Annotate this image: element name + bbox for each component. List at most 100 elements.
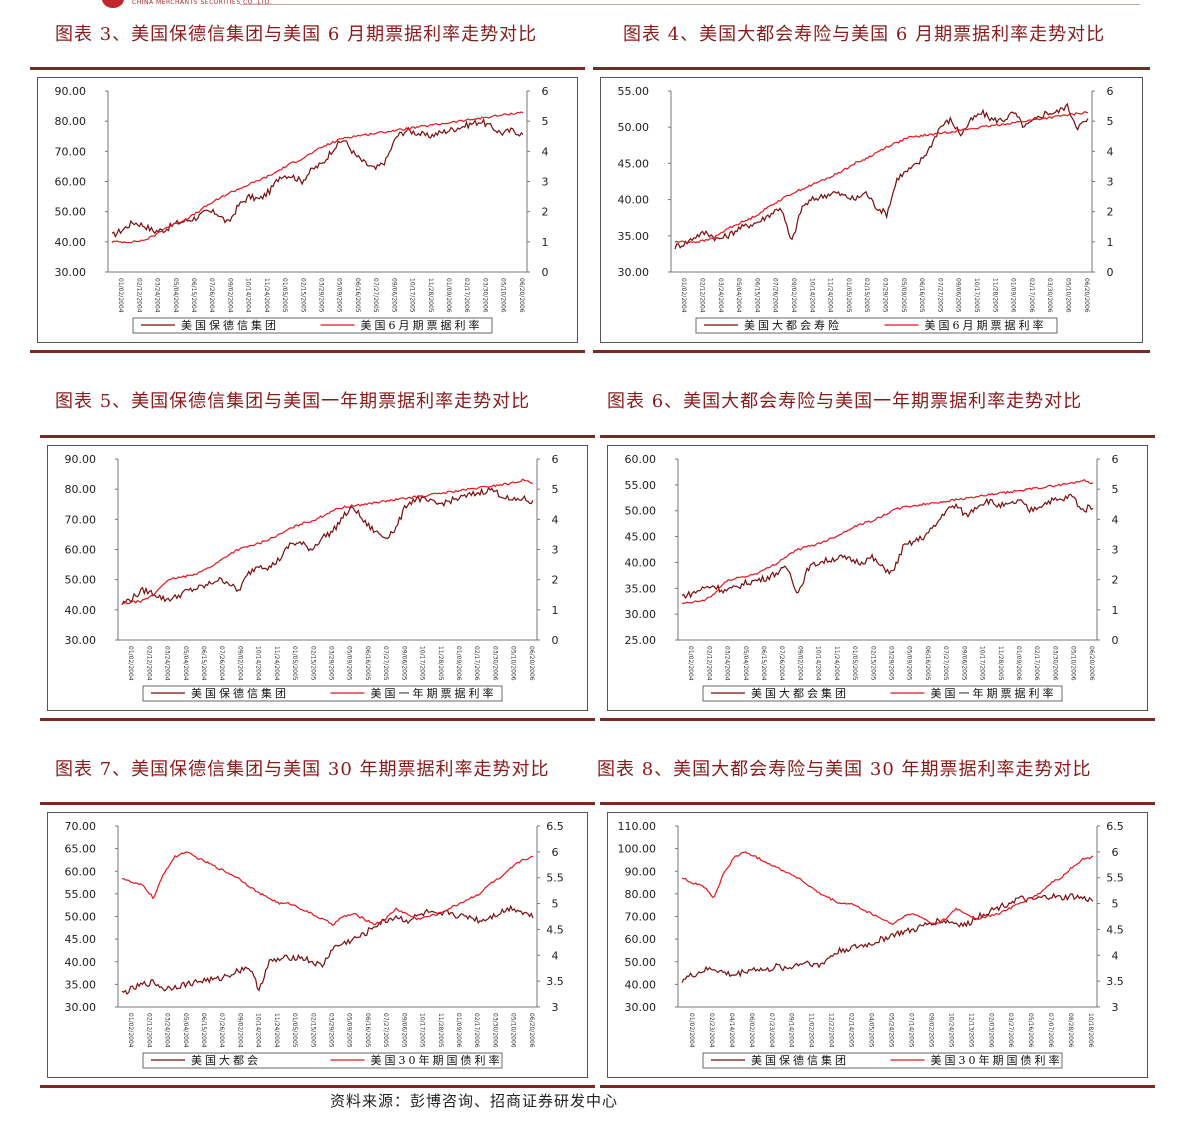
- left-tick-label: 30.00: [625, 1001, 657, 1014]
- x-tick-label: 12/13/2005: [967, 1013, 974, 1048]
- right-tick-label: 4: [552, 949, 559, 962]
- x-tick-label: 02/17/2006: [1033, 646, 1040, 681]
- x-tick-label: 02/12/2004: [698, 278, 705, 313]
- x-tick-label: 02/15/2005: [869, 646, 876, 681]
- x-tick-label: 06/15/2004: [753, 278, 760, 313]
- chart-frame: 30.00 40.00 50.00 60.00 70.00 80.00 90.00 0 1 2 3 4…: [40, 435, 595, 721]
- right-tick-label: 1: [542, 236, 549, 249]
- left-tick-label: 60.00: [625, 453, 657, 466]
- x-tick-label: 03/30/2006: [1051, 646, 1058, 681]
- right-tick-label: 0: [1107, 266, 1114, 279]
- x-tick-label: 01/02/2004: [127, 646, 134, 681]
- right-tick-label: 3: [1107, 176, 1114, 189]
- left-tick-label: 45.00: [618, 157, 650, 170]
- x-tick-label: 05/04/2004: [182, 1013, 189, 1048]
- x-tick-label: 11/28/2005: [997, 646, 1004, 681]
- x-tick-label: 10/24/2005: [947, 1013, 954, 1048]
- left-tick-label: 70.00: [625, 911, 657, 924]
- x-tick-label: 10/14/2004: [255, 1013, 262, 1048]
- legend-label: 美国保德信集团: [191, 686, 289, 700]
- x-tick-label: 03/30/2006: [491, 1013, 498, 1048]
- x-tick-label: 10/17/2005: [419, 646, 426, 681]
- left-tick-label: 35.00: [618, 230, 650, 243]
- right-tick-label: 5: [1107, 115, 1114, 128]
- right-tick-label: 6: [552, 453, 559, 466]
- figure-title: 图表 3、美国保德信集团与美国 6 月期票据利率走势对比: [55, 24, 538, 45]
- x-tick-label: 06/20/2006: [528, 1013, 535, 1048]
- left-tick-label: 30.00: [625, 608, 657, 621]
- x-tick-label: 11/28/2005: [991, 278, 998, 313]
- chart-frame: 30.00 35.00 40.00 45.00 50.00 55.00 60.00 65.00…: [40, 802, 595, 1088]
- x-tick-label: 03/29/2005: [318, 278, 325, 313]
- x-tick-label: 11/28/2005: [427, 278, 434, 313]
- x-tick-label: 05/04/2004: [182, 646, 189, 681]
- legend-label: 美国一年期票据利率: [931, 686, 1057, 700]
- x-tick-label: 10/17/2005: [419, 1013, 426, 1048]
- x-tick-label: 07/26/2004: [772, 278, 779, 313]
- right-tick-label: 6: [542, 85, 549, 98]
- left-tick-label: 40.00: [65, 956, 97, 969]
- x-tick-label: 11/28/2005: [437, 1013, 444, 1048]
- right-tick-label: 5.5: [546, 872, 564, 885]
- legend-label: 美国保德信集团: [181, 318, 279, 332]
- x-tick-label: 05/04/2004: [735, 278, 742, 313]
- line-chart: 25.00 30.00 35.00 40.00 45.00 50.00 55.00 60.00…: [625, 453, 1119, 702]
- x-tick-label: 09/02/2004: [226, 278, 233, 313]
- series-line-stock: [111, 118, 524, 239]
- series-line-rate: [681, 478, 1094, 605]
- x-tick-label: 03/29/2005: [888, 646, 895, 681]
- right-tick-label: 1: [1107, 236, 1114, 249]
- left-tick-label: 35.00: [65, 978, 97, 991]
- x-tick-label: 10/14/2004: [245, 278, 252, 313]
- right-tick-label: 5: [542, 115, 549, 128]
- x-tick-label: 05/04/2004: [742, 646, 749, 681]
- figure-title: 图表 7、美国保德信集团与美国 30 年期票据利率走势对比: [55, 759, 550, 780]
- x-tick-label: 11/24/2004: [827, 278, 834, 313]
- line-chart: 30.00 35.00 40.00 45.00 50.00 55.00 60.00 65.00…: [65, 820, 564, 1069]
- series-line-stock: [121, 904, 534, 996]
- left-tick-label: 70.00: [55, 145, 87, 158]
- x-tick-label: 01/02/2004: [680, 278, 687, 313]
- x-tick-label: 06/16/2005: [354, 278, 361, 313]
- right-tick-label: 3: [552, 544, 559, 557]
- right-tick-label: 5: [552, 483, 559, 496]
- x-tick-label: 05/09/2005: [906, 646, 913, 681]
- legend-label: 美国大都会集团: [751, 686, 849, 700]
- x-tick-label: 01/05/2005: [845, 278, 852, 313]
- right-tick-label: 2: [542, 206, 549, 219]
- x-tick-label: 10/17/2005: [973, 278, 980, 313]
- x-tick-label: 03/24/2004: [717, 278, 724, 313]
- x-tick-label: 07/07/2006: [1047, 1013, 1054, 1048]
- x-tick-label: 05/10/2006: [510, 1013, 517, 1048]
- x-tick-label: 07/27/2005: [382, 646, 389, 681]
- right-tick-label: 5: [1112, 483, 1119, 496]
- left-tick-label: 60.00: [625, 933, 657, 946]
- x-tick-label: 09/02/2004: [790, 278, 797, 313]
- left-tick-label: 50.00: [625, 956, 657, 969]
- chart-frame: 30.00 40.00 50.00 60.00 70.00 80.00 90.00 100.0…: [600, 802, 1155, 1088]
- left-tick-label: 50.00: [618, 121, 650, 134]
- x-tick-label: 01/09/2006: [455, 646, 462, 681]
- x-tick-label: 09/02/2004: [796, 646, 803, 681]
- series-line-rate: [121, 478, 534, 605]
- right-tick-label: 2: [1107, 206, 1114, 219]
- x-tick-label: 09/06/2005: [400, 646, 407, 681]
- legend-box: [142, 685, 503, 702]
- right-tick-label: 3.5: [546, 975, 564, 988]
- x-tick-label: 03/30/2006: [1046, 278, 1053, 313]
- x-tick-label: 02/17/2006: [473, 1013, 480, 1048]
- x-tick-label: 01/02/2004: [117, 278, 124, 313]
- x-tick-label: 01/02/2004: [687, 646, 694, 681]
- right-tick-label: 6: [1112, 453, 1119, 466]
- left-tick-label: 55.00: [625, 479, 657, 492]
- x-tick-label: 04/05/2005: [868, 1013, 875, 1048]
- x-tick-label: 11/24/2004: [273, 1013, 280, 1048]
- x-tick-label: 03/27/2006: [1007, 1013, 1014, 1048]
- x-tick-label: 09/02/2004: [236, 1013, 243, 1048]
- legend-label: 美国6月期票据利率: [925, 318, 1047, 332]
- x-tick-label: 02/12/2004: [705, 646, 712, 681]
- x-tick-label: 06/20/2006: [518, 278, 525, 313]
- left-tick-label: 50.00: [55, 206, 87, 219]
- line-chart: 30.00 40.00 50.00 60.00 70.00 80.00 90.00 0 1 2 3 4…: [65, 453, 559, 702]
- series-line-stock: [121, 486, 534, 605]
